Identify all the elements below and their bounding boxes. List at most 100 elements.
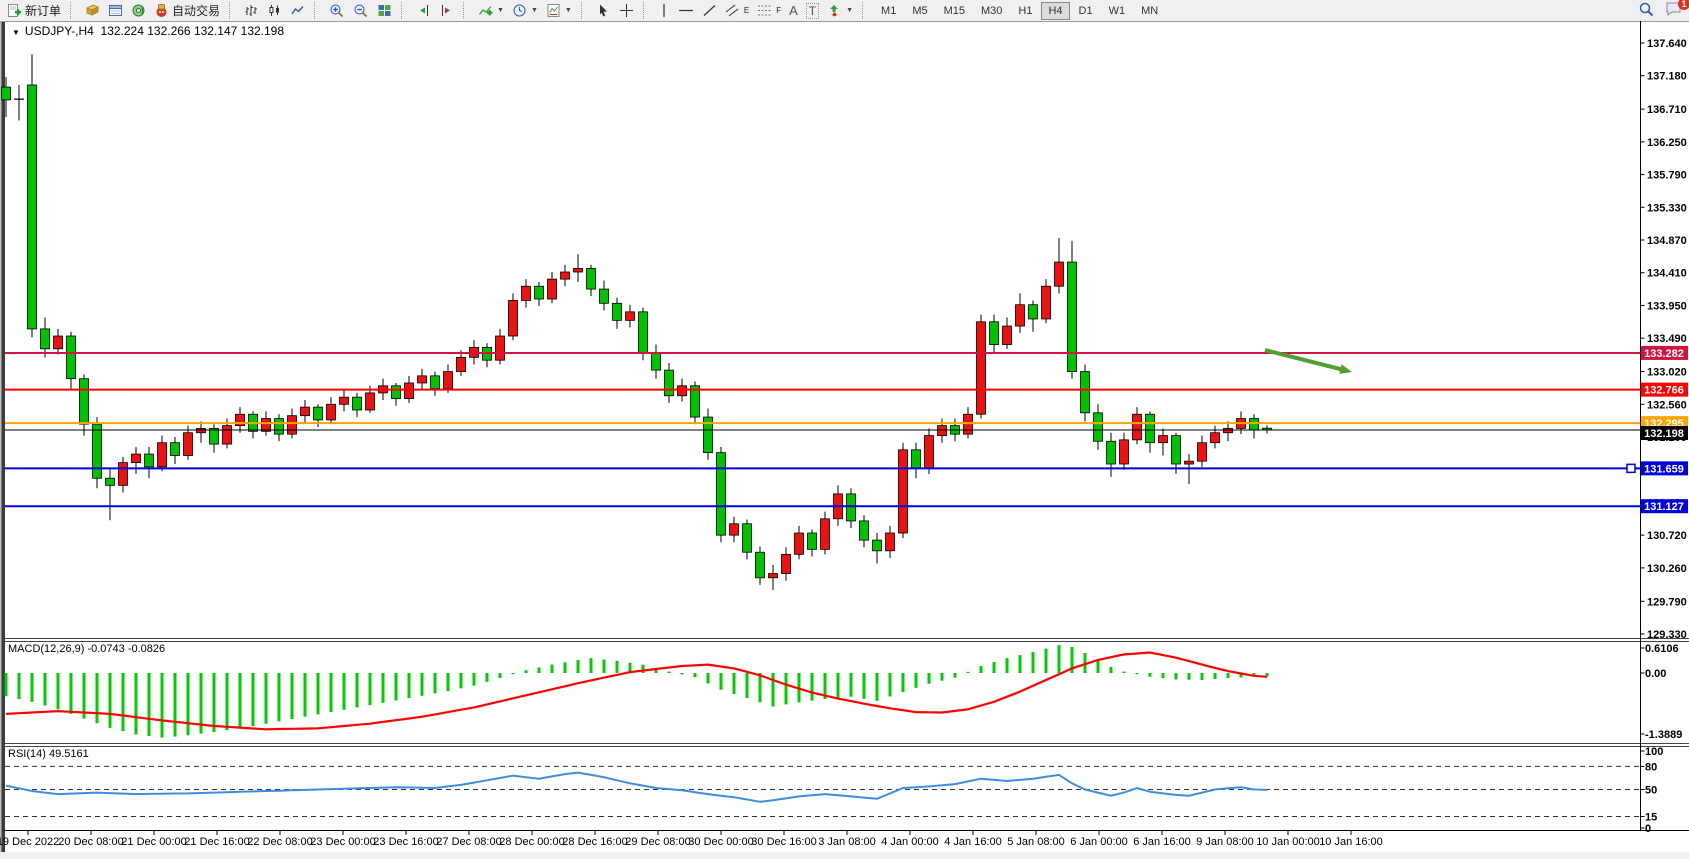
svg-text:131.127: 131.127 — [1644, 501, 1684, 513]
candle — [287, 415, 297, 435]
rsi-axis-label: 50 — [1645, 785, 1657, 797]
timeframe-d1[interactable]: D1 — [1078, 4, 1093, 17]
svg-text:30 Dec 16:00: 30 Dec 16:00 — [751, 836, 816, 848]
candle — [508, 300, 518, 337]
notifications-button[interactable]: 1 — [1665, 0, 1689, 20]
timeframe-m1[interactable]: M1 — [881, 4, 897, 17]
candle — [430, 375, 440, 390]
window-left-border — [1, 21, 5, 852]
data-window-button[interactable] — [104, 0, 127, 22]
timeframe-m15[interactable]: M15 — [943, 4, 965, 17]
candle — [79, 378, 89, 425]
indicators-button[interactable]: ▼ — [474, 0, 508, 22]
new-order-button[interactable]: 新订单 — [3, 0, 65, 22]
timeframe-h1[interactable]: H1 — [1018, 4, 1033, 17]
timeframe-w1[interactable]: W1 — [1108, 4, 1126, 17]
svg-text:23 Dec 00:00: 23 Dec 00:00 — [310, 836, 375, 848]
auto-scroll-icon — [416, 3, 431, 18]
zoom-in-button[interactable] — [325, 0, 349, 22]
chevron-down-icon[interactable]: ▼ — [564, 7, 572, 14]
timeframe-mn[interactable]: MN — [1141, 4, 1159, 17]
candle — [885, 532, 895, 552]
candle — [1015, 304, 1025, 327]
timeframe-m30[interactable]: M30 — [981, 4, 1003, 17]
tile-windows-button[interactable] — [373, 0, 396, 22]
line-chart-button[interactable] — [286, 0, 309, 22]
hline-selection-handle[interactable] — [1626, 463, 1636, 474]
candle — [716, 452, 726, 536]
svg-text:133.020: 133.020 — [1647, 367, 1687, 379]
indicators-icon — [478, 3, 493, 18]
candle — [391, 385, 401, 399]
bar-chart-button[interactable] — [240, 0, 263, 22]
candle — [794, 532, 804, 555]
candle — [924, 435, 934, 469]
vertical-line-tool[interactable] — [654, 0, 674, 22]
styles-button[interactable] — [81, 0, 104, 22]
svg-text:129.330: 129.330 — [1647, 629, 1687, 641]
trend-arrow-annotation[interactable] — [1264, 348, 1345, 372]
chart-shift-button[interactable] — [435, 0, 458, 22]
periods-button[interactable]: ▼ — [508, 0, 542, 22]
trendline-tool[interactable] — [698, 0, 721, 22]
search-button[interactable] — [1638, 1, 1655, 21]
price-tag-131.659: 131.659 — [1641, 461, 1688, 476]
candle — [404, 382, 414, 399]
candlestick-chart-button[interactable] — [263, 0, 286, 22]
macd-signal-line — [5, 651, 1268, 731]
svg-text:132.766: 132.766 — [1644, 385, 1684, 397]
bar-chart-icon — [244, 3, 259, 18]
navigator-button[interactable] — [127, 0, 150, 22]
cursor-button[interactable] — [592, 0, 615, 22]
trendline-icon — [702, 3, 717, 18]
chart-collapse-button[interactable]: ▼ — [12, 28, 20, 37]
crosshair-button[interactable] — [615, 0, 638, 22]
candle — [1080, 371, 1090, 414]
auto-scroll-button[interactable] — [412, 0, 435, 22]
macd-axis-label: 0.6106 — [1645, 643, 1679, 655]
timeframe-h4[interactable]: H4 — [1041, 1, 1070, 20]
clock-icon — [512, 3, 527, 18]
gold-box-icon — [85, 3, 100, 18]
macd-axis-label: 0.00 — [1645, 668, 1666, 680]
arrows-tool[interactable]: ▼ — [823, 0, 857, 22]
svg-text:130.260: 130.260 — [1647, 563, 1687, 575]
zoom-out-icon — [353, 3, 369, 19]
svg-text:28 Dec 16:00: 28 Dec 16:00 — [562, 836, 627, 848]
candle — [352, 396, 362, 411]
timeframe-group: M1 M5 M15 M30 H1 H4 D1 W1 MN — [870, 0, 1169, 21]
toolbar-separator — [229, 2, 235, 19]
autotrading-button[interactable]: 自动交易 — [150, 0, 224, 22]
candle — [1158, 435, 1168, 444]
svg-text:30 Dec 00:00: 30 Dec 00:00 — [688, 836, 753, 848]
equidistant-channel-tool[interactable]: E — [721, 0, 753, 22]
candle — [534, 285, 544, 300]
candle — [300, 406, 310, 417]
horizontal-line-tool[interactable] — [674, 0, 698, 22]
text-tool[interactable]: A — [785, 0, 802, 22]
candle — [781, 553, 791, 574]
candle — [690, 385, 700, 418]
price-tag-133.282: 133.282 — [1641, 345, 1688, 360]
chevron-down-icon[interactable]: ▼ — [497, 7, 504, 14]
svg-text:134.870: 134.870 — [1647, 235, 1687, 247]
candle — [612, 302, 622, 321]
candle — [157, 442, 167, 468]
toolbar-separator — [401, 2, 407, 19]
templates-button[interactable]: ▼ — [542, 0, 576, 22]
chart-canvas[interactable]: 137.640 137.180 136.710 136.250 135.790 135.3… — [0, 21, 1689, 852]
fibo-suffix: F — [776, 6, 782, 15]
candle — [911, 449, 921, 469]
chevron-down-icon[interactable]: ▼ — [530, 7, 538, 14]
toolbar-separator — [862, 2, 868, 19]
fibonacci-tool[interactable]: F — [753, 0, 785, 22]
zoom-out-button[interactable] — [349, 0, 373, 22]
timeframe-m5[interactable]: M5 — [912, 4, 928, 17]
candle — [144, 453, 154, 468]
candle — [989, 321, 999, 345]
svg-text:133.950: 133.950 — [1647, 300, 1687, 312]
autotrading-label: 自动交易 — [172, 4, 221, 18]
search-icon — [1639, 2, 1654, 16]
text-label-tool[interactable]: T — [802, 0, 823, 22]
chevron-down-icon[interactable]: ▼ — [846, 7, 854, 14]
